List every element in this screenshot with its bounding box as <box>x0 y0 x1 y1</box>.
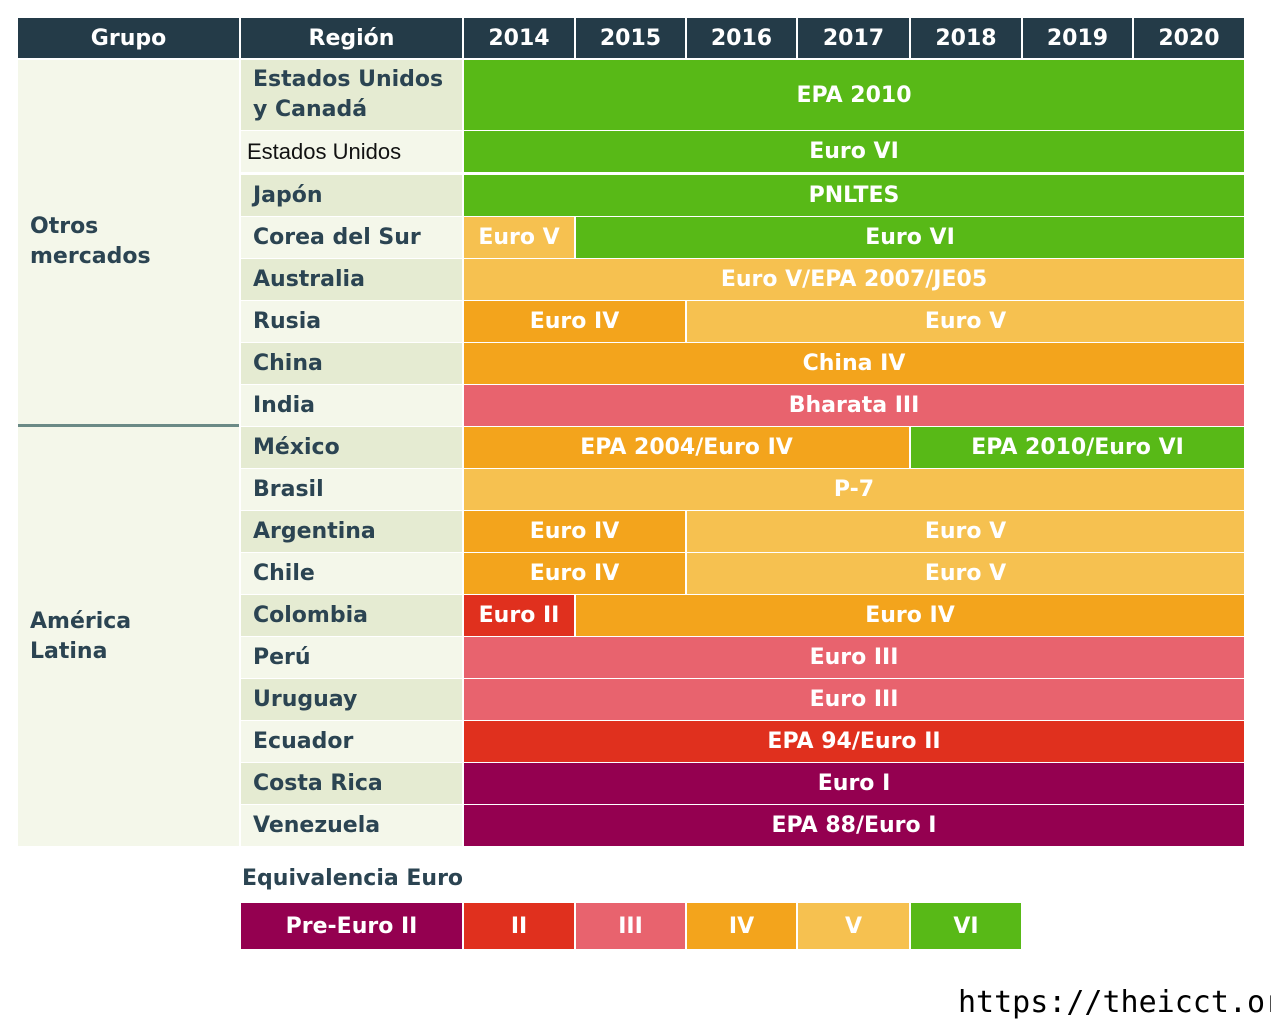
standard-bar: EPA 2010/Euro VI <box>911 427 1244 468</box>
standard-bar: Euro IV <box>464 553 685 594</box>
header-year-2016: 2016 <box>687 18 796 58</box>
standard-bar: Euro I <box>464 763 1244 804</box>
standard-bar: PNLTES <box>464 175 1244 216</box>
region-label: Brasil <box>241 469 462 510</box>
header-year-2019: 2019 <box>1023 18 1132 58</box>
header-region: Región <box>241 18 462 58</box>
header-year-2020: 2020 <box>1134 18 1244 58</box>
standard-bar: Euro VI <box>464 131 1244 172</box>
region-label: Venezuela <box>241 805 462 846</box>
standard-bar: Euro II <box>464 595 574 636</box>
standard-bar: Bharata III <box>464 385 1244 426</box>
standard-bar: EPA 88/Euro I <box>464 805 1244 846</box>
standard-bar: Euro III <box>464 679 1244 720</box>
source-url: https://theicct.org/ <box>958 985 1271 1020</box>
group-cell-otros-mercados: Otros mercados <box>18 60 239 424</box>
region-label: India <box>241 385 462 426</box>
standard-bar: Euro VI <box>576 217 1244 258</box>
group-cell-america-latina: América Latina <box>18 427 239 846</box>
legend-item: VI <box>911 903 1021 949</box>
header-group: Grupo <box>18 18 239 58</box>
standard-bar: P-7 <box>464 469 1244 510</box>
legend-item: II <box>464 903 574 949</box>
region-label: Uruguay <box>241 679 462 720</box>
standard-bar: Euro V/EPA 2007/JE05 <box>464 259 1244 300</box>
legend-title: Equivalencia Euro <box>242 866 464 891</box>
standard-bar: Euro IV <box>464 301 685 342</box>
standard-bar: China IV <box>464 343 1244 384</box>
header-year-2017: 2017 <box>798 18 909 58</box>
standard-bar: Euro IV <box>576 595 1244 636</box>
legend-item: III <box>576 903 685 949</box>
standard-bar: EPA 2010 <box>464 60 1244 130</box>
region-label: Ecuador <box>241 721 462 762</box>
region-label: Corea del Sur <box>241 217 462 258</box>
standard-bar: EPA 94/Euro II <box>464 721 1244 762</box>
region-label: Chile <box>241 553 462 594</box>
standard-bar: Euro V <box>687 511 1244 552</box>
region-label: Argentina <box>241 511 462 552</box>
region-label: Estados Unidos y Canadá <box>241 60 462 130</box>
legend-item: V <box>798 903 909 949</box>
standard-bar: Euro IV <box>464 511 685 552</box>
header-year-2018: 2018 <box>911 18 1021 58</box>
standard-bar: Euro III <box>464 637 1244 678</box>
region-label: Estados Unidos <box>241 131 462 172</box>
header-year-2015: 2015 <box>576 18 685 58</box>
region-label: Japón <box>241 175 462 216</box>
region-label: Perú <box>241 637 462 678</box>
region-label: Rusia <box>241 301 462 342</box>
standard-bar: Euro V <box>687 301 1244 342</box>
region-label: México <box>241 427 462 468</box>
header-year-2014: 2014 <box>464 18 574 58</box>
legend-item: IV <box>687 903 796 949</box>
region-label: Colombia <box>241 595 462 636</box>
group-divider <box>18 424 239 427</box>
standard-bar: EPA 2004/Euro IV <box>464 427 909 468</box>
standard-bar: Euro V <box>464 217 574 258</box>
legend-item: Pre-Euro II <box>241 903 462 949</box>
region-label: China <box>241 343 462 384</box>
region-label: Costa Rica <box>241 763 462 804</box>
standard-bar: Euro V <box>687 553 1244 594</box>
region-label: Australia <box>241 259 462 300</box>
